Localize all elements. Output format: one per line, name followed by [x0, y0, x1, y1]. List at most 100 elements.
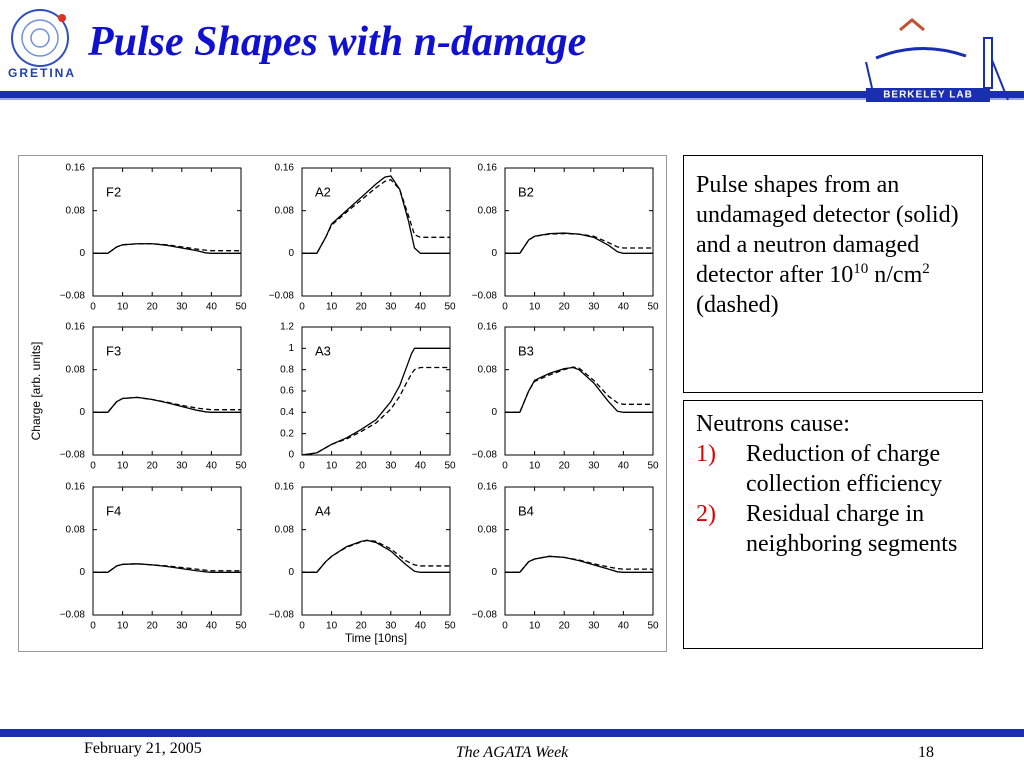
y-tick-label: 0.16 — [478, 482, 498, 493]
y-tick-label: 0.16 — [66, 482, 86, 493]
x-tick-label: 0 — [90, 461, 96, 472]
panel-title: B3 — [518, 343, 534, 358]
y-tick-label: 0.08 — [66, 524, 86, 535]
series-line — [93, 563, 241, 573]
x-tick-label: 0 — [90, 302, 96, 313]
x-tick-label: 10 — [529, 302, 541, 313]
x-tick-label: 0 — [299, 461, 305, 472]
x-tick-label: 50 — [647, 302, 659, 313]
series-line — [301, 366, 450, 456]
exponent: 2 — [922, 261, 930, 277]
y-tick-label: 0.8 — [280, 364, 294, 375]
x-tick-label: 30 — [588, 302, 600, 313]
series-line — [302, 178, 450, 254]
footer-date: February 21, 2005 — [84, 740, 202, 757]
series-line — [505, 555, 653, 573]
y-tick-label: 0 — [491, 567, 497, 578]
x-tick-label: 50 — [235, 302, 247, 313]
y-tick-label: 0.16 — [478, 322, 498, 333]
x-axis-label: Time [10ns] — [345, 631, 407, 645]
x-tick-label: 10 — [326, 621, 338, 632]
y-tick-label: 0 — [79, 407, 85, 418]
y-tick-label: −0.08 — [472, 610, 498, 621]
x-tick-label: 50 — [647, 461, 659, 472]
x-tick-label: 40 — [618, 302, 630, 313]
y-tick-label: 0 — [288, 450, 294, 461]
x-tick-label: 30 — [176, 461, 188, 472]
panel-title: B4 — [518, 503, 534, 518]
plot-frame — [301, 486, 451, 616]
y-tick-label: −0.08 — [472, 291, 498, 302]
x-tick-label: 40 — [415, 621, 427, 632]
x-tick-label: 0 — [299, 621, 305, 632]
y-tick-label: −0.08 — [269, 610, 295, 621]
footer-bar — [0, 729, 1024, 737]
plot-frame — [92, 167, 242, 297]
causes-heading: Neutrons cause: — [696, 411, 850, 437]
x-tick-label: 20 — [147, 621, 159, 632]
x-tick-label: 10 — [117, 302, 129, 313]
y-tick-label: 0 — [491, 248, 497, 259]
y-tick-label: 0 — [288, 248, 294, 259]
x-tick-label: 30 — [385, 621, 397, 632]
panel-title: B2 — [518, 184, 534, 199]
x-tick-label: 50 — [444, 302, 456, 313]
x-tick-label: 30 — [176, 621, 188, 632]
y-tick-label: 1.2 — [280, 322, 294, 333]
x-tick-label: 20 — [147, 461, 159, 472]
series-line — [302, 539, 450, 573]
x-tick-label: 20 — [559, 621, 571, 632]
gretina-logo: GRETINA — [8, 9, 74, 80]
y-tick-label: 0.2 — [280, 428, 294, 439]
series-line — [93, 396, 241, 413]
list-marker: 2) — [696, 501, 716, 527]
y-tick-label: 0.08 — [275, 205, 295, 216]
x-tick-label: 30 — [588, 621, 600, 632]
plot-frame — [301, 167, 451, 297]
x-tick-label: 30 — [385, 302, 397, 313]
y-tick-label: 0.6 — [280, 386, 294, 397]
x-tick-label: 30 — [588, 461, 600, 472]
x-tick-label: 20 — [356, 461, 368, 472]
y-tick-label: 0.08 — [478, 524, 498, 535]
x-tick-label: 50 — [235, 621, 247, 632]
x-tick-label: 50 — [444, 461, 456, 472]
y-tick-label: 0.08 — [66, 205, 86, 216]
y-tick-label: 0.16 — [275, 163, 295, 174]
logo-text: BERKELEY LAB — [883, 90, 973, 101]
x-tick-label: 40 — [415, 302, 427, 313]
x-tick-label: 40 — [206, 302, 218, 313]
y-tick-label: 0 — [491, 407, 497, 418]
unit: n/cm — [874, 262, 923, 288]
slide-title: Pulse Shapes with n-damage — [88, 19, 587, 65]
series-line — [302, 539, 450, 573]
x-tick-label: 20 — [356, 302, 368, 313]
list-item: 2) Residual charge in neighboring segment… — [696, 499, 972, 559]
plot-frame — [92, 326, 242, 456]
plot-frame — [92, 486, 242, 616]
x-tick-label: 40 — [206, 621, 218, 632]
panel-title: F3 — [106, 343, 121, 358]
x-tick-label: 50 — [647, 621, 659, 632]
list-marker: 1) — [696, 441, 716, 467]
description-suffix: (dashed) — [696, 292, 779, 318]
y-tick-label: 1 — [288, 343, 294, 354]
berkeley-logo: BERKELEY LAB — [865, 18, 1009, 102]
y-tick-label: 0.16 — [275, 482, 295, 493]
exponent: 10 — [853, 261, 869, 277]
description-text: Pulse shapes from an undamaged detector … — [696, 172, 959, 288]
y-tick-label: −0.08 — [60, 450, 86, 461]
panel-title: A3 — [315, 343, 331, 358]
x-tick-label: 10 — [529, 461, 541, 472]
x-tick-label: 0 — [90, 621, 96, 632]
panel-title: A4 — [315, 503, 331, 518]
series-line — [505, 232, 653, 254]
x-tick-label: 0 — [502, 461, 508, 472]
x-tick-label: 20 — [356, 621, 368, 632]
figure-frame — [18, 155, 667, 652]
y-tick-label: 0 — [79, 567, 85, 578]
x-tick-label: 30 — [176, 302, 188, 313]
x-tick-label: 20 — [147, 302, 159, 313]
